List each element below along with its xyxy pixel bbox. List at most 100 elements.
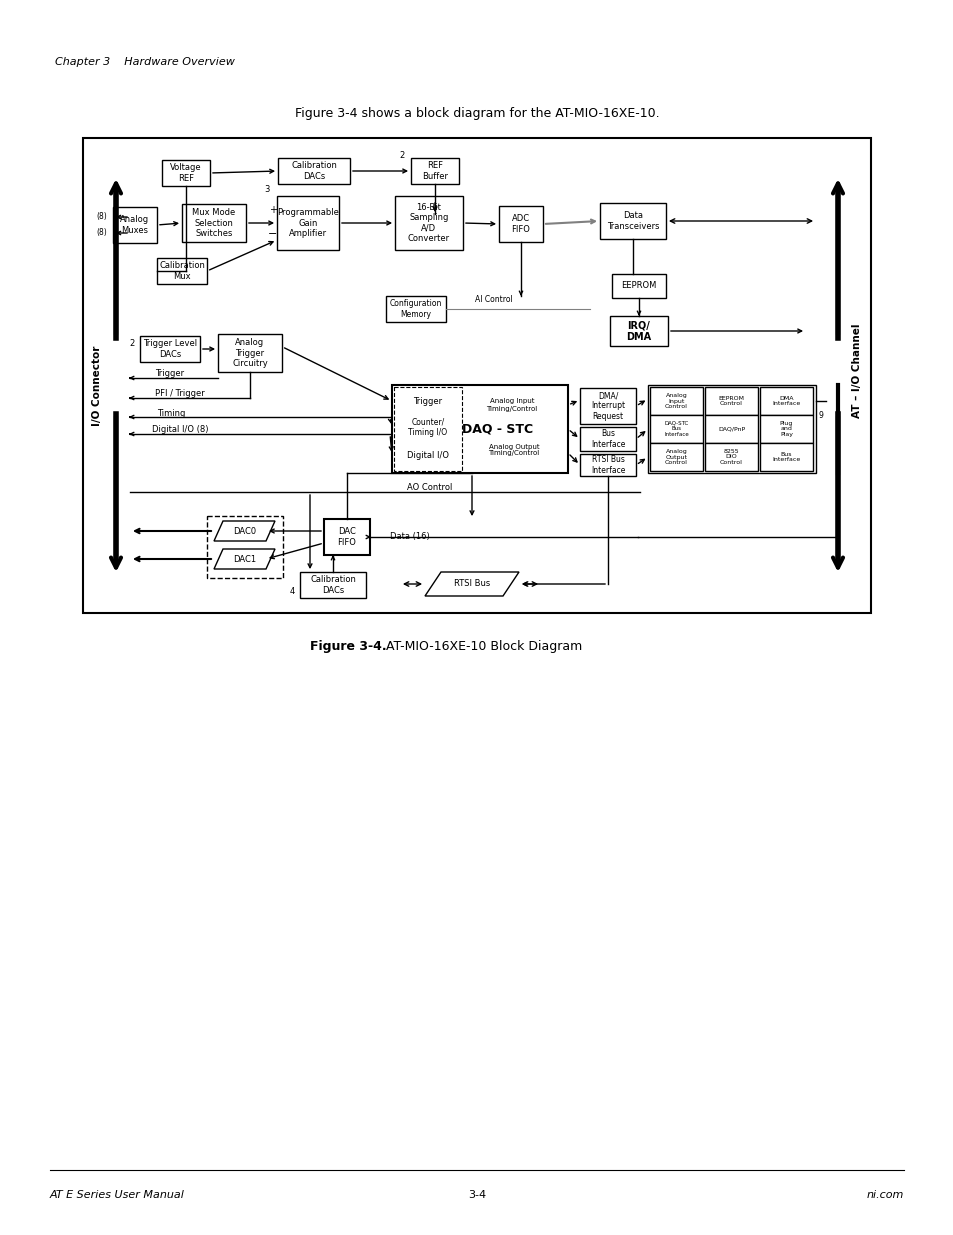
Text: Calibration
DACs: Calibration DACs xyxy=(291,162,336,180)
Text: AT E Series User Manual: AT E Series User Manual xyxy=(50,1191,185,1200)
Text: −: − xyxy=(268,228,277,240)
Bar xyxy=(612,274,665,298)
Text: I/O Connector: I/O Connector xyxy=(91,346,102,426)
Text: Figure 3-4.: Figure 3-4. xyxy=(310,640,386,653)
Bar xyxy=(299,572,366,598)
Bar xyxy=(704,443,758,471)
Bar xyxy=(579,427,636,451)
Polygon shape xyxy=(213,521,274,541)
Text: 3: 3 xyxy=(264,185,270,194)
Text: Trigger: Trigger xyxy=(413,396,442,405)
Text: 2: 2 xyxy=(130,340,134,348)
Text: Chapter 3    Hardware Overview: Chapter 3 Hardware Overview xyxy=(55,57,234,67)
Text: IRQ/
DMA: IRQ/ DMA xyxy=(626,320,651,342)
Bar xyxy=(649,387,702,415)
Text: Data
Transceivers: Data Transceivers xyxy=(606,211,659,231)
Text: Trigger Level
DACs: Trigger Level DACs xyxy=(143,340,197,358)
Text: ADC
FIFO: ADC FIFO xyxy=(511,215,530,233)
Text: DAC0: DAC0 xyxy=(233,526,255,536)
Bar xyxy=(411,158,458,184)
Text: RTSI Bus
Interface: RTSI Bus Interface xyxy=(590,456,624,474)
Text: AT – I/O Channel: AT – I/O Channel xyxy=(851,324,862,417)
Bar xyxy=(704,387,758,415)
Text: Calibration
DACs: Calibration DACs xyxy=(310,576,355,595)
Text: 2: 2 xyxy=(399,151,404,159)
Polygon shape xyxy=(424,572,518,597)
Text: Digital I/O: Digital I/O xyxy=(407,451,449,459)
Text: AO Control: AO Control xyxy=(407,483,453,493)
Bar xyxy=(395,196,462,249)
Text: Analog Input
Timing/Control: Analog Input Timing/Control xyxy=(486,399,537,411)
Text: Configuration
Memory: Configuration Memory xyxy=(390,299,442,319)
Text: AI Control: AI Control xyxy=(475,295,512,305)
Text: DMA
Interface: DMA Interface xyxy=(772,395,800,406)
Bar xyxy=(218,333,282,372)
Bar xyxy=(207,516,283,578)
Text: DAC1: DAC1 xyxy=(233,555,255,563)
Text: 3-4: 3-4 xyxy=(468,1191,485,1200)
Text: Digital I/O (8): Digital I/O (8) xyxy=(152,426,209,435)
Text: (8): (8) xyxy=(96,227,108,236)
Text: Calibration
Mux: Calibration Mux xyxy=(159,262,205,280)
Text: EEPROM
Control: EEPROM Control xyxy=(718,395,743,406)
Bar xyxy=(760,443,812,471)
Text: Bus
Interface: Bus Interface xyxy=(590,430,624,448)
Text: Programmable
Gain
Amplifier: Programmable Gain Amplifier xyxy=(276,209,338,238)
Bar xyxy=(760,387,812,415)
Text: Analog Output
Timing/Control: Analog Output Timing/Control xyxy=(488,443,539,457)
Text: 9: 9 xyxy=(818,410,822,420)
Bar xyxy=(394,387,461,471)
Text: Mux Mode
Selection
Switches: Mux Mode Selection Switches xyxy=(193,209,235,238)
Polygon shape xyxy=(213,550,274,569)
Text: DAQ/PnP: DAQ/PnP xyxy=(718,426,744,431)
Text: Analog
Output
Control: Analog Output Control xyxy=(664,448,687,466)
Bar xyxy=(182,204,246,242)
Text: 8255
DIO
Control: 8255 DIO Control xyxy=(720,448,742,466)
Text: Voltage
REF: Voltage REF xyxy=(170,163,202,183)
Text: DAC
FIFO: DAC FIFO xyxy=(337,527,356,547)
Bar xyxy=(277,158,350,184)
Text: DAQ - STC: DAQ - STC xyxy=(461,422,533,436)
Text: REF
Buffer: REF Buffer xyxy=(421,162,448,180)
Text: Analog
Muxes: Analog Muxes xyxy=(120,215,150,235)
Text: Timing: Timing xyxy=(157,409,185,417)
Bar xyxy=(498,206,542,242)
Bar xyxy=(112,207,157,243)
Text: PFI / Trigger: PFI / Trigger xyxy=(154,389,205,399)
Bar xyxy=(386,296,446,322)
Bar xyxy=(392,385,567,473)
Text: (8): (8) xyxy=(96,211,108,221)
Text: Plug
and
Play: Plug and Play xyxy=(779,421,792,437)
Bar xyxy=(140,336,200,362)
Bar xyxy=(609,316,667,346)
Text: RTSI Bus: RTSI Bus xyxy=(454,579,490,589)
Bar xyxy=(647,385,815,473)
Text: Trigger: Trigger xyxy=(154,369,184,378)
Text: AT-MIO-16XE-10 Block Diagram: AT-MIO-16XE-10 Block Diagram xyxy=(377,640,581,653)
Bar xyxy=(599,203,665,240)
Text: Data (16): Data (16) xyxy=(390,532,430,541)
Bar xyxy=(324,519,370,555)
Text: 4: 4 xyxy=(289,588,294,597)
Bar xyxy=(276,196,338,249)
Bar xyxy=(157,258,207,284)
Bar xyxy=(83,138,870,613)
Text: 16-Bit
Sampling
A/D
Converter: 16-Bit Sampling A/D Converter xyxy=(408,203,450,243)
Text: Analog
Input
Control: Analog Input Control xyxy=(664,393,687,409)
Text: ni.com: ni.com xyxy=(865,1191,903,1200)
Bar xyxy=(579,454,636,475)
Text: DMA/
Interrupt
Request: DMA/ Interrupt Request xyxy=(590,391,624,421)
Text: Analog
Trigger
Circuitry: Analog Trigger Circuitry xyxy=(232,338,268,368)
Bar xyxy=(704,415,758,443)
Text: +: + xyxy=(269,205,276,215)
Text: EEPROM: EEPROM xyxy=(620,282,656,290)
Bar xyxy=(579,388,636,424)
Bar xyxy=(162,161,210,186)
Bar xyxy=(649,443,702,471)
Text: Counter/
Timing I/O: Counter/ Timing I/O xyxy=(408,417,447,437)
Text: DAQ-STC
Bus
Interface: DAQ-STC Bus Interface xyxy=(663,421,688,437)
Bar xyxy=(760,415,812,443)
Text: Figure 3-4 shows a block diagram for the AT-MIO-16XE-10.: Figure 3-4 shows a block diagram for the… xyxy=(294,107,659,121)
Bar xyxy=(649,415,702,443)
Text: Bus
Interface: Bus Interface xyxy=(772,452,800,462)
